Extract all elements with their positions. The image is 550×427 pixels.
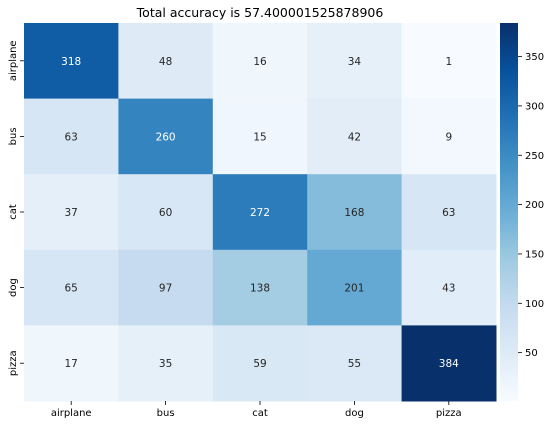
heatmap-cell xyxy=(118,249,214,326)
heatmap-cell xyxy=(24,23,119,100)
heatmap-cell xyxy=(307,98,403,175)
x-tick-label: dog xyxy=(345,408,364,419)
y-tick-label: dog xyxy=(8,278,19,297)
cell-value-label: 59 xyxy=(253,358,266,370)
heatmap-cell xyxy=(401,98,497,175)
cell-value-label: 34 xyxy=(348,56,362,68)
cell-value-label: 260 xyxy=(156,131,176,143)
x-tick-label: pizza xyxy=(436,408,462,419)
cell-value-label: 1 xyxy=(445,56,452,68)
heatmap-cell xyxy=(118,325,214,402)
heatmap-cell xyxy=(118,174,214,251)
colorbar-tick-label: 100 xyxy=(525,299,544,310)
x-axis: airplane bus cat dog pizza xyxy=(51,401,462,419)
heatmap-cell xyxy=(212,174,308,251)
cell-value-label: 97 xyxy=(159,283,172,295)
y-tick-label: pizza xyxy=(8,350,19,376)
cell-value-label: 17 xyxy=(65,358,78,370)
y-tick-label: airplane xyxy=(8,40,19,81)
heatmap-cell xyxy=(401,325,497,402)
heatmap-cell xyxy=(212,23,308,100)
heatmap-cell xyxy=(212,98,308,175)
x-tick-label: airplane xyxy=(51,408,92,419)
cell-value-label: 201 xyxy=(344,283,364,295)
cell-value-label: 63 xyxy=(65,131,78,143)
cell-value-label: 42 xyxy=(348,131,361,143)
colorbar-tick-label: 150 xyxy=(525,249,544,260)
cell-value-label: 43 xyxy=(442,283,455,295)
colorbar: 50 100 150 200 250 300 350 xyxy=(500,23,544,401)
cell-value-label: 384 xyxy=(439,358,459,370)
cell-value-label: 63 xyxy=(442,207,455,219)
heatmap-cell xyxy=(307,249,403,326)
heatmap-cell xyxy=(24,98,119,175)
heatmap-cell xyxy=(24,325,119,402)
y-tick-label: bus xyxy=(8,127,19,145)
cell-value-label: 37 xyxy=(65,207,78,219)
cell-value-label: 168 xyxy=(344,207,364,219)
heatmap-cell xyxy=(401,249,497,326)
y-tick-label: cat xyxy=(8,204,19,220)
colorbar-tick-label: 350 xyxy=(525,52,544,63)
heatmap-cells: 318 48 16 34 1 63 260 15 42 9 37 60 272 168 63 65 97 138 2… xyxy=(24,23,497,402)
cell-value-label: 48 xyxy=(159,56,172,68)
heatmap-cell xyxy=(24,174,119,251)
cell-value-label: 65 xyxy=(65,283,78,295)
cell-value-label: 35 xyxy=(159,358,172,370)
heatmap-cell xyxy=(24,249,119,326)
x-tick-label: cat xyxy=(252,408,268,419)
cell-value-label: 318 xyxy=(61,56,81,68)
heatmap-cell xyxy=(307,325,403,402)
chart-title: Total accuracy is 57.400001525878906 xyxy=(136,5,384,20)
colorbar-tick-label: 200 xyxy=(525,200,544,211)
cell-value-label: 55 xyxy=(348,358,361,370)
heatmap-cell xyxy=(307,174,403,251)
colorbar-tick-label: 300 xyxy=(525,101,544,112)
cell-value-label: 60 xyxy=(159,207,172,219)
x-tick-label: bus xyxy=(157,408,175,419)
heatmap-cell xyxy=(118,23,214,100)
cell-value-label: 15 xyxy=(253,131,266,143)
heatmap-cell xyxy=(212,325,308,402)
cell-value-label: 272 xyxy=(250,207,270,219)
colorbar-tick-label: 250 xyxy=(525,151,544,162)
heatmap-cell xyxy=(118,98,214,175)
colorbar-tick-label: 50 xyxy=(525,348,538,359)
y-axis: airplane bus cat dog pizza xyxy=(8,40,24,376)
heatmap-cell xyxy=(212,249,308,326)
cell-value-label: 16 xyxy=(253,56,267,68)
colorbar-gradient xyxy=(500,23,518,401)
cell-value-label: 138 xyxy=(250,283,270,295)
cell-value-label: 9 xyxy=(445,131,452,143)
heatmap-cell xyxy=(307,23,403,100)
heatmap-cell xyxy=(401,174,497,251)
heatmap-cell xyxy=(401,23,497,100)
